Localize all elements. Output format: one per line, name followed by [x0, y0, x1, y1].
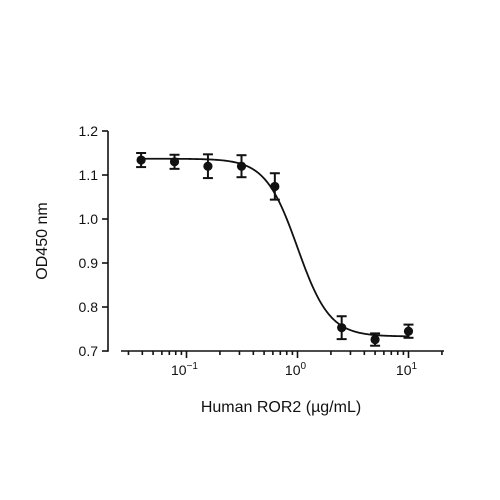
point-marker	[169, 157, 180, 167]
point-marker	[270, 181, 280, 192]
point-marker	[370, 334, 380, 345]
y-tick-label: 1.1	[79, 167, 99, 183]
x-axis-label: Human ROR2 (µg/mL)	[201, 399, 361, 416]
x-tick-label: 10−1	[171, 361, 198, 378]
data-point	[403, 323, 414, 339]
y-axis-label: OD450 nm	[34, 202, 51, 279]
data-point	[202, 153, 213, 180]
data-point	[169, 153, 180, 170]
point-marker	[403, 326, 414, 336]
y-tick-label: 0.8	[79, 299, 99, 315]
y-tick-label: 1.0	[79, 211, 99, 227]
y-tick-label: 0.7	[79, 343, 99, 359]
points-layer	[136, 152, 414, 347]
data-point	[269, 172, 280, 201]
x-tick-label: 100	[285, 361, 307, 378]
point-marker	[136, 155, 146, 165]
y-tick-label: 0.9	[79, 255, 99, 271]
point-marker	[203, 161, 213, 171]
axes: 0.7 0.8 0.9 1.0 1.1 1.2 10−1 100 101	[79, 123, 444, 378]
data-point	[236, 154, 247, 179]
data-point	[136, 152, 147, 169]
point-marker	[337, 323, 347, 333]
data-point	[336, 315, 347, 341]
x-tick-label: 101	[396, 361, 418, 378]
point-marker	[236, 161, 247, 171]
data-point	[370, 332, 381, 347]
y-tick-label: 1.2	[79, 123, 99, 139]
